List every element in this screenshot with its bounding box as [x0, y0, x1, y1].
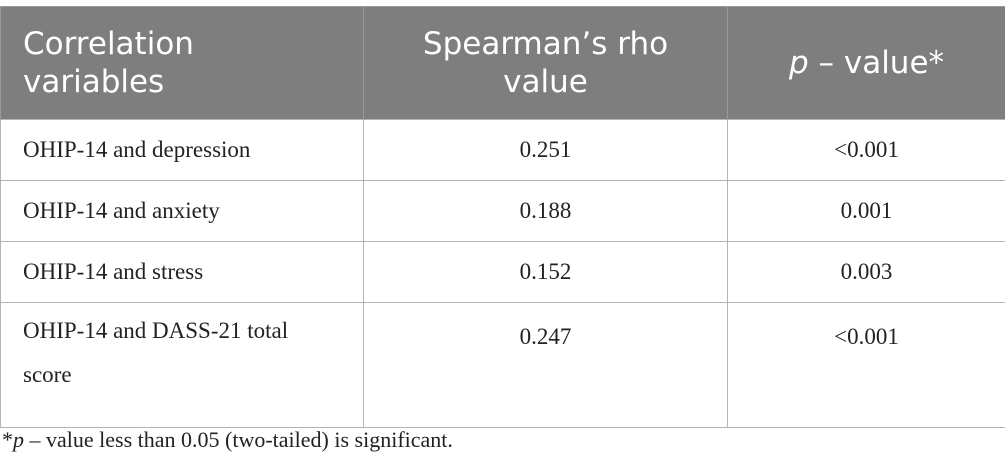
footnote-suffix: – value less than 0.05 (two-tailed) is s…	[24, 427, 453, 452]
footnote-italic: p	[13, 427, 24, 452]
table-row: OHIP-14 and DASS-21 total score 0.247 <0…	[0, 302, 1005, 428]
cell-p-value: <0.001	[727, 119, 1005, 181]
correlation-table: Correlation variables Spearman’s rho val…	[0, 6, 1005, 428]
header-correlation-variables: Correlation variables	[0, 6, 364, 120]
table-row: OHIP-14 and anxiety 0.188 0.001	[0, 180, 1005, 242]
cell-rho: 0.247	[363, 302, 728, 428]
header-p-value-suffix: – value*	[808, 45, 945, 81]
cell-rho: 0.188	[363, 180, 728, 242]
table-row: OHIP-14 and depression 0.251 <0.001	[0, 119, 1005, 181]
cell-rho: 0.251	[363, 119, 728, 181]
table-row: OHIP-14 and stress 0.152 0.003	[0, 241, 1005, 303]
cell-variables: OHIP-14 and anxiety	[0, 180, 364, 242]
cell-variables: OHIP-14 and stress	[0, 241, 364, 303]
header-p-value: p – value*	[727, 6, 1005, 120]
cell-variables: OHIP-14 and DASS-21 total score	[0, 302, 364, 428]
cell-p-value: <0.001	[727, 302, 1005, 428]
header-spearmans-rho: Spearman’s rho value	[363, 6, 728, 120]
cell-variables: OHIP-14 and depression	[0, 119, 364, 181]
header-row: Correlation variables Spearman’s rho val…	[0, 6, 1005, 120]
cell-rho: 0.152	[363, 241, 728, 303]
header-p-value-italic: p	[788, 45, 809, 81]
cell-p-value: 0.003	[727, 241, 1005, 303]
results-table-container: Correlation variables Spearman’s rho val…	[0, 6, 1005, 428]
cell-p-value: 0.001	[727, 180, 1005, 242]
footnote-prefix: *	[2, 427, 13, 452]
table-footnote: *p – value less than 0.05 (two-tailed) i…	[2, 427, 453, 453]
